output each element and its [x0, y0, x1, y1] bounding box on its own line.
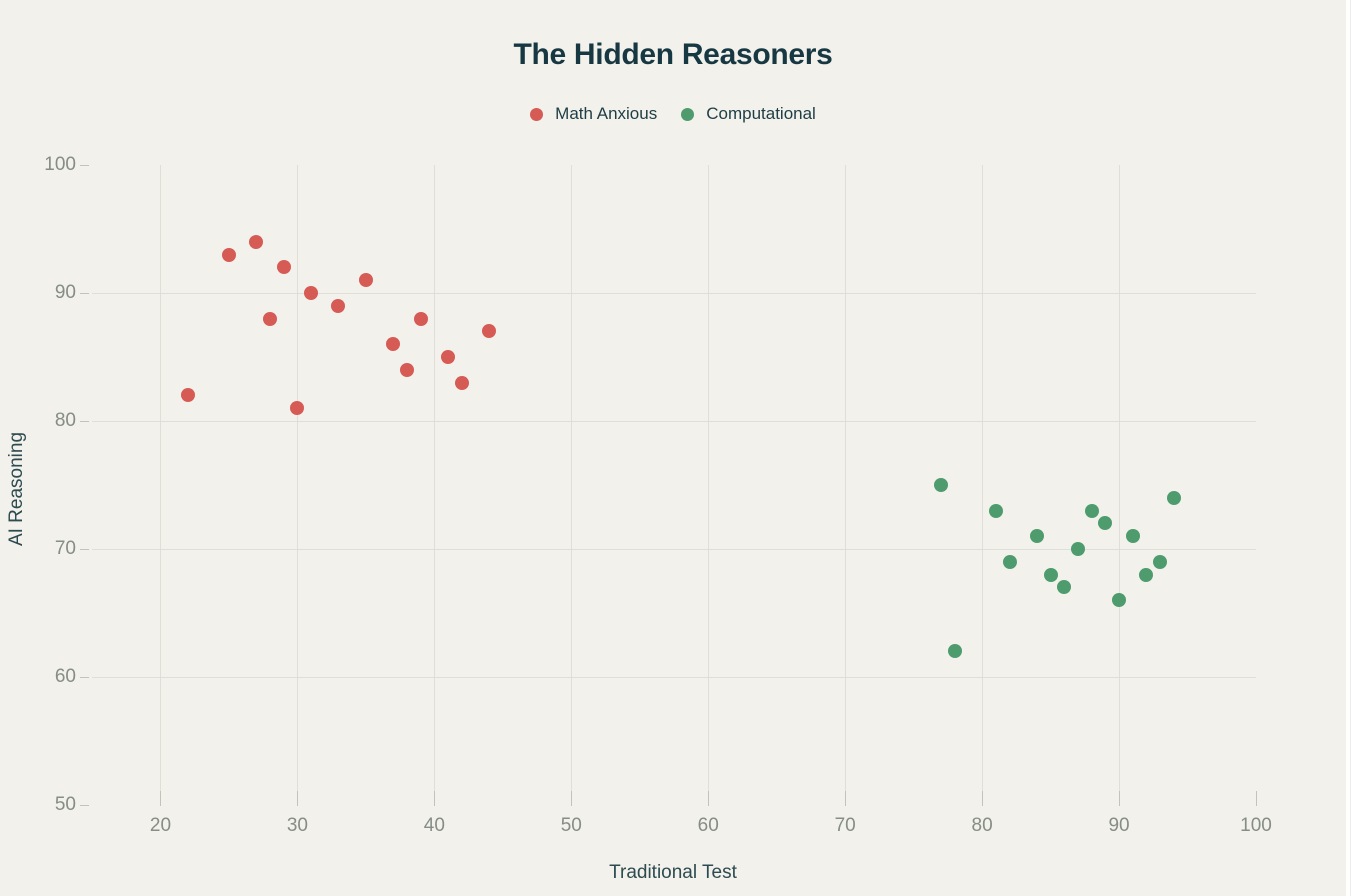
- y-tick-label: 60: [54, 666, 76, 687]
- vertical-gridline: [1118, 165, 1120, 805]
- scatter-point: [1166, 490, 1181, 505]
- x-tick-label: 60: [697, 815, 719, 836]
- y-axis-tick: [80, 292, 89, 294]
- chart-title: The Hidden Reasoners: [513, 38, 833, 71]
- legend: Math Anxious Computational: [0, 104, 1346, 124]
- legend-label: Computational: [706, 104, 816, 123]
- horizontal-gridline: [92, 548, 1256, 550]
- x-tick-label: 70: [834, 815, 856, 836]
- scatter-point: [988, 503, 1003, 518]
- y-axis-tick: [80, 420, 89, 422]
- scatter-point: [386, 337, 401, 352]
- scatter-point: [413, 311, 428, 326]
- legend-item[interactable]: Computational: [681, 104, 816, 124]
- scatter-point: [454, 375, 469, 390]
- vertical-gridline: [844, 165, 846, 805]
- scatter-point: [221, 247, 236, 262]
- horizontal-gridline: [92, 420, 1256, 422]
- scatter-point: [1112, 593, 1127, 608]
- x-tick-label: 80: [971, 815, 993, 836]
- vertical-gridline: [707, 165, 709, 805]
- legend-swatch-icon: [681, 107, 695, 121]
- scatter-point: [1043, 567, 1058, 582]
- x-axis-tick: [1118, 791, 1120, 806]
- legend-item[interactable]: Math Anxious: [530, 104, 657, 124]
- scatter-point: [1153, 554, 1168, 569]
- y-tick-label: 100: [44, 154, 76, 175]
- x-axis-tick: [981, 791, 983, 806]
- scatter-point: [934, 478, 949, 492]
- x-axis-tick: [570, 791, 572, 806]
- y-axis-tick: [80, 804, 89, 806]
- scatter-point: [1002, 554, 1017, 569]
- plot-area: 20 30 40 50 60 70 80 90 100 50 60 70 80 90 100: [44, 154, 1272, 836]
- x-axis-tick: [844, 791, 846, 806]
- scatter-point: [276, 260, 291, 275]
- scatter-point: [263, 311, 278, 326]
- scatter-point: [304, 286, 319, 300]
- scatter-point: [180, 388, 195, 403]
- x-axis-tick: [296, 791, 298, 806]
- scatter-point: [1029, 529, 1044, 544]
- vertical-gridline: [296, 165, 298, 805]
- scatter-point: [1070, 542, 1085, 556]
- scatter-point: [1057, 580, 1072, 595]
- scatter-point: [290, 401, 305, 416]
- y-axis-tick: [80, 164, 89, 166]
- scatter-point: [947, 644, 962, 659]
- scatter-point: [249, 234, 264, 249]
- y-tick-label: 80: [54, 410, 76, 431]
- x-tick-label: 20: [149, 815, 172, 836]
- y-axis-tick: [80, 676, 89, 678]
- x-tick-label: 40: [423, 815, 445, 836]
- vertical-gridline: [433, 165, 435, 805]
- legend-label: Math Anxious: [555, 104, 658, 123]
- x-axis-title: Traditional Test: [609, 862, 737, 883]
- y-tick-label: 50: [54, 794, 76, 815]
- page-gutter: [1346, 0, 1372, 896]
- gutter-divider: [1350, 0, 1351, 896]
- scatter-point: [399, 362, 414, 377]
- x-tick-label: 30: [286, 815, 308, 836]
- scatter-point: [1084, 503, 1099, 518]
- x-axis-tick: [433, 791, 435, 806]
- vertical-gridline: [570, 165, 572, 805]
- x-axis-tick: [159, 791, 161, 806]
- scatter-point: [358, 273, 373, 288]
- x-axis-tick: [707, 791, 709, 806]
- scatter-point: [441, 350, 456, 364]
- x-tick-label: 100: [1240, 815, 1272, 836]
- y-axis-title: AI Reasoning: [6, 431, 27, 547]
- vertical-gridline: [981, 165, 983, 805]
- x-axis-tick: [1255, 791, 1257, 806]
- x-tick-label: 50: [560, 815, 582, 836]
- y-axis-tick: [80, 548, 89, 550]
- scatter-point: [1139, 567, 1154, 582]
- vertical-gridline: [159, 165, 161, 805]
- y-tick-label: 70: [54, 538, 76, 559]
- legend-swatch-icon: [530, 107, 544, 121]
- scatter-point: [331, 298, 346, 313]
- x-tick-label: 90: [1108, 815, 1130, 836]
- scatter-point: [1098, 516, 1113, 531]
- scatter-point: [482, 324, 497, 339]
- scatter-point: [1125, 529, 1140, 544]
- y-tick-label: 90: [54, 282, 76, 303]
- horizontal-gridline: [92, 676, 1256, 678]
- horizontal-gridline: [92, 292, 1256, 294]
